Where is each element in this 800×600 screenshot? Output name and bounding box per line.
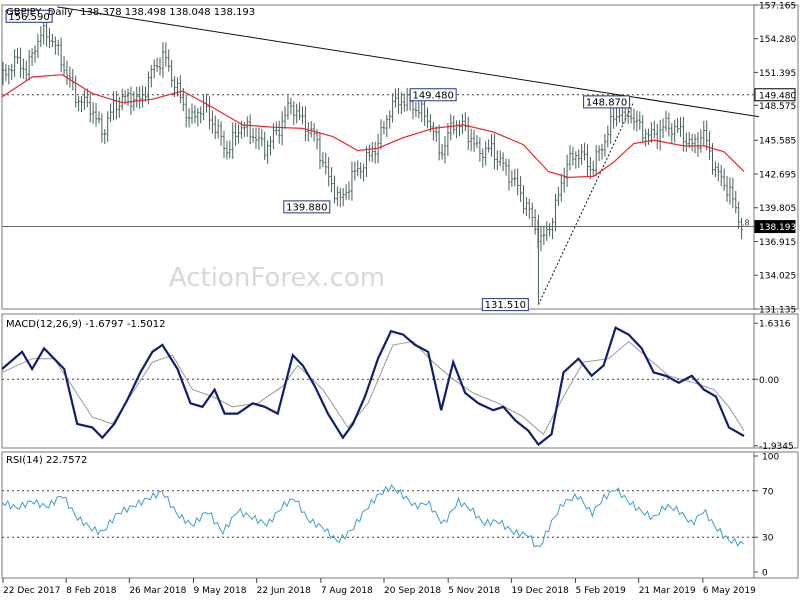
rsi-axis-label: 0 [762, 569, 768, 579]
panel-frame-2 [1, 313, 799, 449]
moving-average-line [1, 74, 745, 179]
descending-trendline [57, 6, 760, 118]
x-axis-label: 6 May 2019 [703, 586, 756, 596]
price-annotation-label: 148.870 [586, 97, 627, 108]
x-axis-label: 5 Feb 2019 [576, 586, 627, 596]
price-annotation-label: 139.880 [286, 202, 327, 213]
panel-frame-3 [1, 451, 799, 579]
price-axis-label: 139.805 [759, 204, 796, 214]
rsi-axis-label: 70 [762, 487, 774, 497]
price-annotation-label: 156.590 [8, 12, 49, 23]
level-fragment-label: .8 [742, 219, 750, 228]
x-axis-label: 5 Nov 2018 [448, 586, 500, 596]
x-axis-label: 22 Jun 2018 [257, 586, 311, 596]
price-axis-label: 136.915 [759, 238, 796, 248]
ohlc-values: 138.378 138.498 138.048 138.193 [80, 7, 255, 18]
rsi-line [1, 484, 744, 548]
price-axis-label: 134.025 [759, 272, 796, 282]
price-axis-label: 145.585 [759, 137, 796, 147]
price-annotation-box [283, 200, 331, 214]
timeframe-label: Daily [48, 7, 73, 18]
price-annotation-label: 131.510 [485, 300, 526, 311]
panel-frames [1, 4, 799, 579]
price-axis-label: 142.695 [759, 170, 796, 180]
watermark: ActionForex.com [169, 263, 385, 293]
price-axis-label: 148.575 [759, 102, 796, 112]
x-axis-label: 21 Mar 2019 [639, 586, 696, 596]
price-axis-label: 151.395 [759, 69, 796, 79]
x-axis-label: 20 Sep 2018 [384, 586, 441, 596]
x-axis: 22 Dec 2017 8 Feb 2018 26 Mar 2018 9 May 20… [2, 578, 756, 596]
price-annotation-label: 149.480 [412, 90, 453, 101]
symbol-label: GBPJPY [6, 7, 42, 18]
price-annotation-box [583, 95, 631, 109]
x-axis-label: 19 Dec 2018 [511, 586, 569, 596]
x-axis-label: 22 Dec 2017 [3, 586, 61, 596]
x-axis-label: 7 Aug 2018 [321, 586, 373, 596]
price-panel: 157.165 154.280 151.395 148.575 145.585 142.6… [1, 2, 796, 316]
price-annotation-box [481, 298, 529, 312]
price-annotation-box [409, 88, 457, 102]
macd-panel: 1.6316 0.00 -1.9345 [1, 320, 794, 452]
right-price-tag-label: 138.193 [759, 223, 796, 233]
price-axis-label: 157.165 [759, 2, 796, 12]
rsi-axis-label: 100 [762, 453, 779, 463]
x-axis-label: 8 Feb 2018 [66, 586, 117, 596]
rising-dotted-line [537, 101, 635, 305]
macd-line [1, 326, 745, 447]
x-axis-label: 9 May 2018 [194, 586, 247, 596]
panel-frame-1 [1, 4, 799, 310]
macd-axis-label: 1.6316 [759, 320, 791, 330]
rsi-panel: 100 70 30 0 [1, 453, 779, 579]
right-price-tag [754, 88, 796, 102]
price-axis-label: 131.135 [759, 306, 796, 316]
right-price-tag-label: 149.480 [759, 91, 796, 101]
candles [1, 15, 743, 305]
right-price-tag [754, 220, 796, 234]
macd-title: MACD(12,26,9) -1.6797 -1.5012 [6, 319, 166, 330]
price-axis-label: 154.280 [759, 35, 796, 45]
macd-axis-label: -1.9345 [759, 442, 794, 452]
price-annotation-box [5, 9, 53, 23]
macd-axis-label: 0.00 [759, 376, 779, 386]
chart-header: GBPJPY Daily 138.378 138.498 138.048 138… [6, 7, 255, 18]
x-axis-label: 26 Mar 2018 [129, 586, 186, 596]
rsi-title: RSI(14) 22.7572 [6, 455, 87, 466]
rsi-axis-label: 30 [762, 534, 774, 544]
